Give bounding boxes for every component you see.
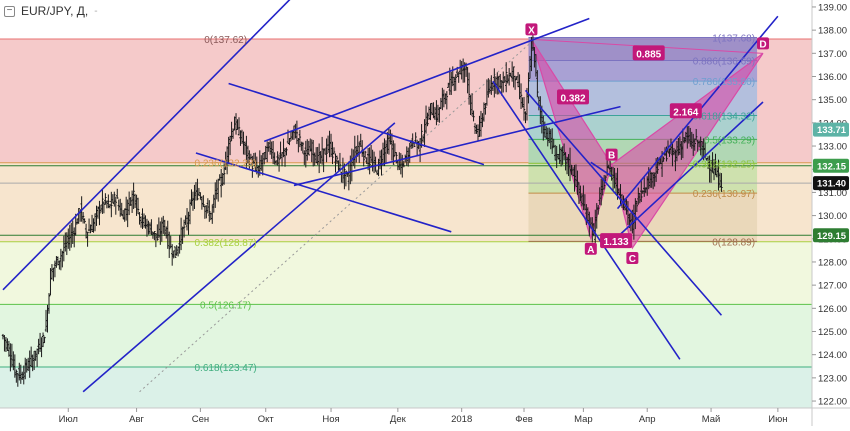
y-tick-label: 125.00 — [818, 327, 847, 338]
x-tick-label: Ноя — [322, 414, 339, 425]
y-tick-label: 137.00 — [818, 49, 847, 60]
x-tick-label: 2018 — [451, 414, 472, 425]
fib-right-label: 0.786(135.80) — [693, 77, 755, 88]
pattern-labels-group: X A B C D 0.382 1.133 2.164 0.885 — [525, 23, 770, 265]
trendline — [293, 105, 621, 187]
pattern-point-marker — [584, 242, 597, 255]
pattern-ratio-box — [600, 233, 633, 249]
x-tick-label: Окт — [258, 414, 275, 425]
pattern-point-label: B — [608, 151, 615, 162]
y-tick-label: 126.00 — [818, 304, 847, 315]
fib-left-label: 0.618(123.47) — [194, 363, 256, 374]
fib-left-label: 0.236(132.28) — [194, 159, 256, 170]
fib-right-band — [528, 60, 758, 82]
candles-group — [1, 30, 723, 387]
price-badge — [813, 228, 849, 243]
y-tick-label: 131.00 — [818, 188, 847, 199]
trendline — [263, 17, 590, 143]
x-tick-label: Апр — [639, 414, 656, 425]
pattern-point-label: X — [528, 25, 535, 36]
pattern-point-label: D — [759, 39, 766, 50]
trendline — [228, 82, 485, 166]
dropdown-icon[interactable]: - — [94, 5, 98, 17]
price-badge — [813, 158, 849, 173]
x-tick-label: Сен — [192, 414, 209, 425]
trendline — [590, 161, 613, 177]
fib-right-label: 1(137.68) — [712, 34, 755, 45]
fib-left-label: 0(137.62) — [204, 35, 247, 46]
pattern-ratio-box — [557, 89, 590, 105]
price-badge-label: 129.15 — [817, 231, 847, 242]
price-badge-label: 131.40 — [817, 179, 846, 190]
fib-left-band — [0, 304, 812, 367]
price-badge-label: 133.71 — [817, 125, 847, 136]
fib-right-label: 0.236(130.97) — [693, 189, 755, 200]
pattern-point-marker — [757, 37, 770, 50]
price-badge — [813, 176, 849, 191]
price-badge — [813, 122, 849, 137]
y-tick-label: 127.00 — [818, 281, 847, 292]
trendline — [492, 80, 681, 360]
fib-right-label: 0.382(132.25) — [693, 159, 755, 170]
pattern-point-marker — [525, 23, 538, 36]
x-tick-label: Мар — [574, 414, 593, 425]
pattern-point-marker — [626, 252, 639, 265]
y-tick-label: 136.00 — [818, 72, 847, 83]
fibonacci-labels-group: 0(137.62) 0.236(132.28) 0.382(128.87) 0.5(1… — [194, 34, 755, 374]
trendline — [2, 0, 291, 291]
y-tick-label: 135.00 — [818, 95, 847, 106]
y-tick-label: 133.00 — [818, 142, 847, 153]
pattern-point-label: C — [629, 254, 636, 265]
fib-left-band — [0, 241, 812, 305]
trendline — [524, 89, 723, 316]
y-tick-label: 128.00 — [818, 257, 847, 268]
y-tick-label: 138.00 — [818, 26, 847, 37]
fib-right-label: 0.618(134.32) — [693, 111, 755, 122]
symbol-label[interactable]: EUR/JPY, Д, — [21, 4, 89, 18]
time-axis-bg — [0, 408, 850, 426]
pattern-point-label: A — [587, 245, 594, 256]
fib-left-label: 0.5(126.17) — [200, 300, 251, 311]
trendline — [619, 101, 764, 235]
pattern-point-marker — [605, 148, 618, 161]
y-tick-label: 139.00 — [818, 2, 847, 13]
collapse-icon[interactable]: − — [4, 5, 15, 17]
x-tick-label: Авг — [129, 414, 144, 425]
pattern-ratio-box — [632, 45, 665, 61]
x-tick-label: Июн — [768, 414, 787, 425]
trendline — [195, 152, 452, 233]
x-tick-label: Фев — [515, 414, 533, 425]
trendline — [82, 122, 396, 393]
y-tick-label: 124.00 — [818, 350, 847, 361]
price-axis-bg — [812, 0, 850, 426]
pattern-ratio-label: 0.885 — [636, 49, 661, 60]
chart-header: − EUR/JPY, Д, - — [0, 0, 304, 22]
price-badge-label: 132.15 — [817, 161, 847, 172]
pattern-ratio-label: 0.382 — [560, 93, 585, 104]
pattern-ratio-label: 1.133 — [604, 237, 629, 248]
x-tick-label: Июл — [59, 414, 78, 425]
pattern-ratio-label: 2.164 — [673, 107, 698, 118]
y-tick-label: 123.00 — [818, 373, 847, 384]
fib-right-label: 0.5(133.29) — [704, 135, 755, 146]
fib-right-label: 0.886(136.69) — [693, 57, 755, 68]
y-tick-label: 130.00 — [818, 211, 847, 222]
fib-right-label: 0(128.89) — [712, 237, 755, 248]
y-tick-label: 122.00 — [818, 397, 847, 408]
pattern-ratio-box — [669, 103, 702, 119]
fib-left-label: 0.382(128.87) — [194, 238, 256, 249]
x-tick-label: Дек — [390, 414, 407, 425]
x-tick-label: Май — [702, 414, 721, 425]
fib-left-band — [0, 366, 812, 408]
